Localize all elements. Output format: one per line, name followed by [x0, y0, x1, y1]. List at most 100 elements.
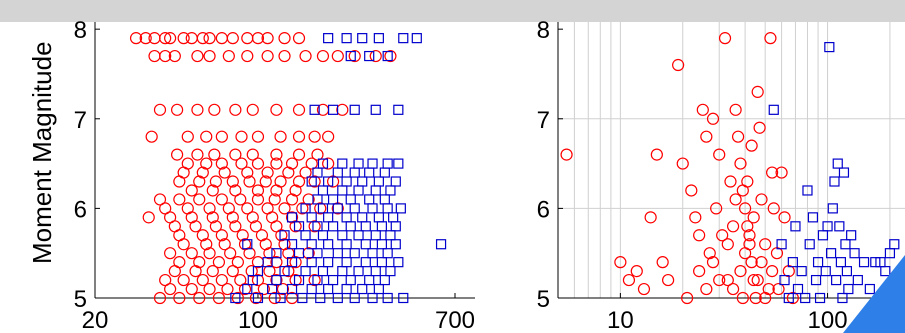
- blue-square-point: [802, 185, 813, 196]
- x-tick-label: 100: [238, 307, 278, 333]
- blue-square-point: [345, 50, 356, 62]
- red-circle-point: [177, 273, 190, 287]
- blue-square-point: [390, 239, 401, 250]
- blue-square-point: [790, 221, 801, 232]
- blue-square-point: [810, 274, 822, 286]
- blue-square-point: [824, 41, 835, 53]
- x-tick-label: 700: [435, 307, 475, 333]
- blue-square-point: [831, 274, 842, 286]
- red-circle-point: [171, 148, 184, 161]
- blue-square-point: [367, 292, 378, 304]
- red-circle-point: [724, 175, 737, 188]
- red-circle-point: [713, 148, 726, 161]
- blue-square-point: [309, 104, 320, 115]
- blue-square-point: [306, 239, 317, 250]
- blue-square-point: [353, 230, 364, 241]
- blue-square-point: [317, 230, 329, 241]
- red-circle-point: [241, 49, 254, 63]
- red-circle-point: [209, 175, 222, 188]
- red-circle-point: [191, 103, 204, 116]
- blue-square-point: [349, 104, 360, 115]
- red-circle-point: [173, 291, 186, 305]
- blue-square-point: [382, 158, 393, 169]
- red-circle-point: [753, 121, 766, 134]
- blue-square-point: [312, 221, 323, 232]
- red-circle-point: [292, 32, 306, 45]
- red-circle-point: [206, 184, 219, 197]
- red-circle-point: [203, 49, 216, 63]
- blue-square-point: [275, 292, 286, 304]
- blue-square-point: [293, 274, 305, 286]
- blue-square-point: [323, 176, 334, 187]
- red-circle-point: [212, 256, 226, 269]
- blue-square-point: [367, 158, 378, 169]
- blue-square-point: [286, 212, 298, 223]
- red-circle-point: [196, 32, 209, 45]
- blue-square-point: [230, 292, 241, 304]
- blue-square-point: [353, 185, 364, 196]
- red-circle-point: [282, 265, 295, 278]
- red-circle-point: [263, 265, 276, 278]
- red-circle-point: [716, 229, 729, 242]
- red-circle-point: [778, 211, 791, 224]
- y-tick-label: 5: [74, 286, 87, 313]
- red-circle-point: [630, 265, 643, 278]
- blue-square-point: [337, 185, 348, 196]
- blue-square-point: [376, 239, 387, 250]
- red-circle-point: [384, 49, 397, 63]
- blue-square-point: [379, 167, 390, 178]
- blue-square-point: [800, 292, 811, 304]
- red-circle-point: [224, 247, 237, 260]
- red-circle-point: [268, 193, 281, 206]
- blue-square-point: [382, 203, 393, 214]
- red-circle-point: [261, 32, 274, 45]
- red-circle-point: [308, 273, 321, 287]
- blue-square-point: [312, 167, 323, 178]
- blue-square-point: [306, 257, 317, 268]
- red-circle-point: [292, 103, 306, 116]
- red-circle-point: [270, 157, 283, 170]
- red-circle-point: [215, 32, 228, 45]
- red-circle-point: [215, 130, 228, 143]
- blue-square-point: [323, 212, 334, 223]
- blue-square-point: [293, 248, 305, 259]
- red-circle-point: [235, 157, 248, 170]
- red-circle-point: [741, 220, 754, 233]
- red-circle-point: [308, 130, 321, 143]
- red-circle-point: [171, 103, 184, 116]
- red-circle-point: [257, 282, 270, 296]
- blue-square-point: [312, 274, 323, 286]
- blue-square-point: [370, 266, 381, 277]
- blue-square-point: [367, 248, 378, 259]
- red-circle-point: [656, 256, 669, 269]
- red-circle-point: [173, 193, 186, 206]
- red-circle-point: [331, 202, 344, 215]
- red-circle-point: [270, 148, 283, 161]
- blue-square-point: [373, 283, 384, 295]
- red-circle-point: [755, 256, 768, 269]
- blue-square-point: [341, 33, 352, 44]
- red-circle-point: [672, 58, 685, 72]
- red-circle-point: [292, 130, 306, 143]
- red-circle-point: [299, 49, 312, 63]
- red-circle-point: [713, 273, 726, 287]
- blue-square-point: [357, 33, 368, 44]
- red-circle-point: [153, 193, 167, 206]
- x-tick-label: 100: [808, 307, 848, 333]
- red-circle-point: [700, 130, 713, 143]
- blue-square-point: [317, 266, 329, 277]
- y-tick-label: 5: [537, 286, 550, 313]
- red-circle-point: [721, 238, 734, 251]
- red-circle-point: [302, 193, 315, 206]
- red-circle-point: [222, 49, 235, 63]
- red-circle-point: [751, 85, 764, 98]
- red-circle-point: [644, 211, 657, 224]
- red-circle-point: [142, 211, 155, 224]
- blue-square-point: [349, 248, 360, 259]
- blue-square-point: [776, 239, 787, 250]
- red-circle-point: [747, 273, 760, 287]
- red-circle-point: [231, 256, 244, 269]
- blue-square-point: [822, 221, 833, 232]
- red-circle-point: [206, 265, 219, 278]
- red-circle-point: [726, 282, 740, 296]
